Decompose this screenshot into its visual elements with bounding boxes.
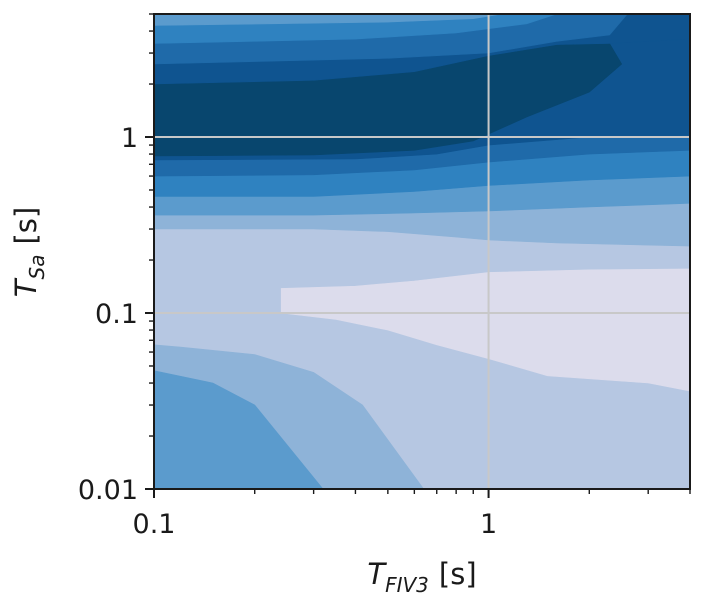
y-tick-label: 0.01 <box>78 475 138 506</box>
y-tick-label: 0.1 <box>95 299 138 330</box>
y-axis-label: TSa [s] <box>9 207 49 297</box>
x-tick-label: 0.1 <box>133 509 176 540</box>
x-axis-label: TFIV3 [s] <box>367 557 476 597</box>
x-axis-label-main: T <box>367 557 387 591</box>
x-axis-label-unit: [s] <box>439 557 477 591</box>
y-axis-label-main: T <box>9 277 43 297</box>
x-axis-label-sub: FIV3 <box>385 573 429 597</box>
y-axis-label-sub: Sa <box>25 255 49 280</box>
y-axis-label-unit: [s] <box>9 207 43 245</box>
contour-band-level-4 <box>154 370 324 489</box>
x-axis-ticks: 0.1 1 <box>133 489 691 540</box>
gridlines <box>154 14 690 489</box>
plot-frame <box>153 13 691 490</box>
contour-band-level-1 <box>280 268 690 392</box>
contour-bands <box>154 14 690 489</box>
x-tick-label: 1 <box>480 509 497 540</box>
y-tick-label: 1 <box>121 123 138 154</box>
y-axis-ticks: 0.01 0.1 1 <box>78 13 154 506</box>
